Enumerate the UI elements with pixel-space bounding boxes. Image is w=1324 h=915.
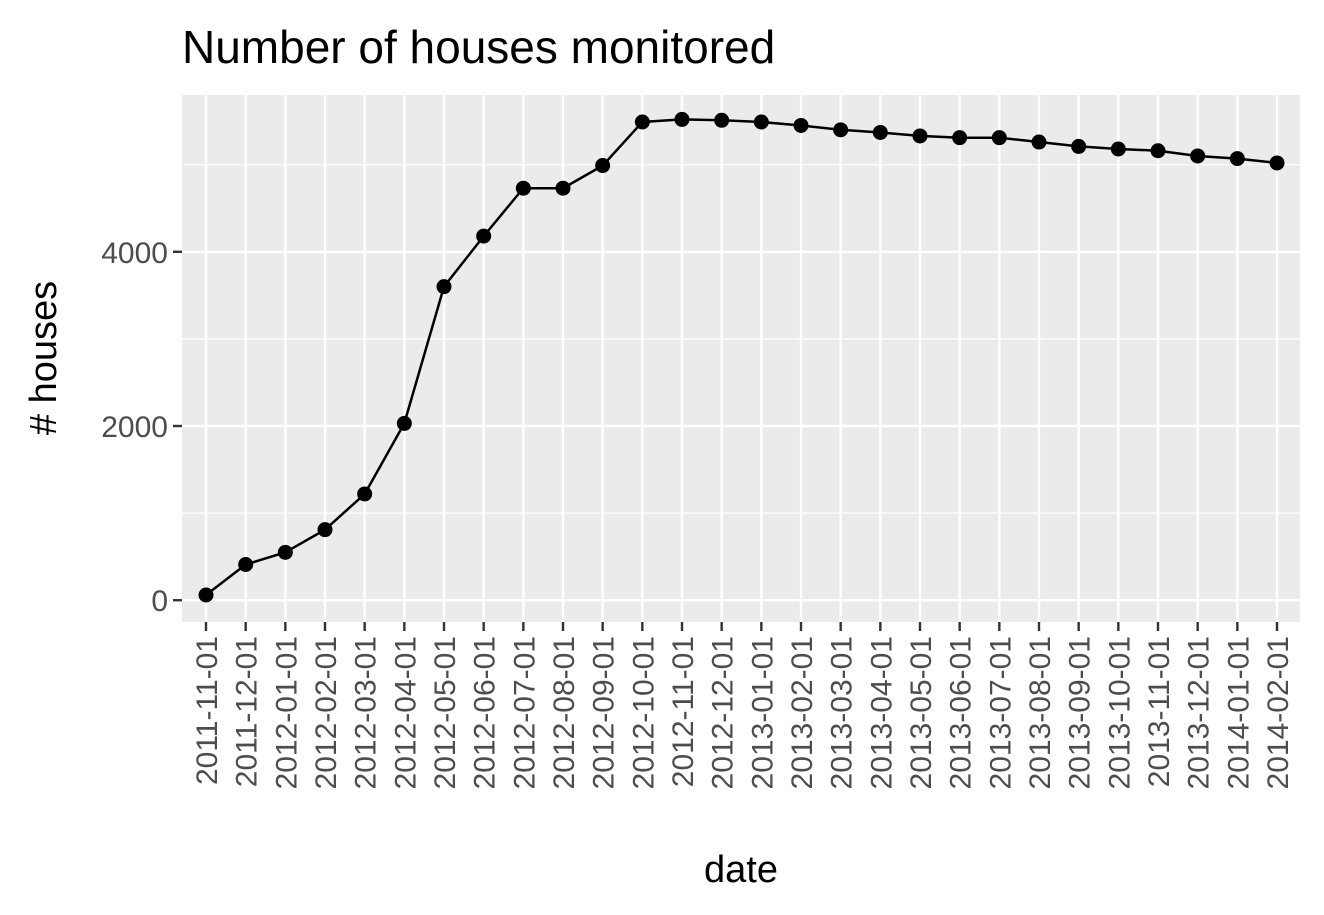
y-tick-label: 0 xyxy=(151,585,168,618)
x-axis-title: date xyxy=(704,849,778,891)
data-point xyxy=(872,124,888,140)
x-tick-label: 2013-08-01 xyxy=(1024,636,1057,789)
x-tick-label: 2012-11-01 xyxy=(667,636,700,787)
x-tick-label: 2012-01-01 xyxy=(270,636,303,789)
data-point xyxy=(436,279,452,295)
data-point xyxy=(674,111,690,127)
data-point xyxy=(1110,141,1126,157)
x-tick-label: 2012-08-01 xyxy=(548,636,581,789)
data-point xyxy=(595,158,611,174)
x-tick-label: 2011-11-01 xyxy=(191,636,224,785)
x-tick-label: 2013-07-01 xyxy=(984,636,1017,789)
data-point xyxy=(396,415,412,431)
data-point xyxy=(634,114,650,130)
series-line xyxy=(205,118,1278,596)
data-point xyxy=(277,544,293,560)
x-tick-label: 2014-02-01 xyxy=(1262,636,1295,789)
x-tick-label: 2013-01-01 xyxy=(746,636,779,789)
x-tick-label: 2013-03-01 xyxy=(826,636,859,789)
data-point xyxy=(317,522,333,538)
series-houses xyxy=(198,111,1285,603)
y-tick-label: 4000 xyxy=(101,237,168,270)
x-tick-label: 2012-12-01 xyxy=(707,636,740,789)
data-point xyxy=(357,486,373,502)
data-point xyxy=(952,130,968,146)
x-tick-label: 2013-11-01 xyxy=(1143,636,1176,787)
x-tick-label: 2012-10-01 xyxy=(627,636,660,789)
x-tick-label: 2012-07-01 xyxy=(508,636,541,789)
data-point xyxy=(1071,138,1087,154)
x-tick-label: 2012-06-01 xyxy=(469,636,502,789)
x-axis-ticks: 2011-11-01 2011-12-01 2012-01-01 2012-02-01… xyxy=(191,622,1295,789)
data-point xyxy=(793,117,809,133)
y-axis-title: # houses xyxy=(23,281,65,435)
data-point xyxy=(1150,143,1166,159)
data-point xyxy=(476,228,492,244)
data-point xyxy=(714,112,730,128)
x-tick-label: 2013-06-01 xyxy=(945,636,978,789)
data-point xyxy=(1269,155,1285,171)
data-point xyxy=(1229,151,1245,167)
x-tick-label: 2012-05-01 xyxy=(429,636,462,789)
x-tick-label: 2014-01-01 xyxy=(1222,636,1255,789)
x-tick-label: 2013-09-01 xyxy=(1064,636,1097,789)
x-tick-label: 2012-03-01 xyxy=(350,636,383,789)
x-tick-label: 2013-10-01 xyxy=(1103,636,1136,789)
data-point xyxy=(198,587,214,603)
data-point xyxy=(1031,134,1047,150)
x-tick-label: 2013-12-01 xyxy=(1183,636,1216,789)
major-gridlines xyxy=(182,95,1300,622)
data-point xyxy=(555,180,571,196)
x-tick-label: 2012-02-01 xyxy=(310,636,343,789)
x-tick-label: 2012-04-01 xyxy=(389,636,422,789)
x-tick-label: 2012-09-01 xyxy=(588,636,621,789)
x-tick-label: 2013-04-01 xyxy=(865,636,898,789)
data-point xyxy=(753,114,769,130)
x-tick-label: 2013-02-01 xyxy=(786,636,819,789)
plot-panel xyxy=(182,95,1300,622)
y-tick-label: 2000 xyxy=(101,411,168,444)
data-point xyxy=(991,130,1007,146)
data-point xyxy=(238,557,254,573)
y-axis-ticks: 0 2000 4000 xyxy=(101,237,182,618)
data-point xyxy=(912,128,928,144)
minor-gridlines xyxy=(182,164,1300,514)
data-point xyxy=(515,180,531,196)
x-tick-label: 2013-05-01 xyxy=(905,636,938,789)
data-point xyxy=(1190,148,1206,164)
chart-title: Number of houses monitored xyxy=(182,21,775,73)
x-tick-label: 2011-12-01 xyxy=(231,636,264,787)
data-point xyxy=(833,122,849,138)
